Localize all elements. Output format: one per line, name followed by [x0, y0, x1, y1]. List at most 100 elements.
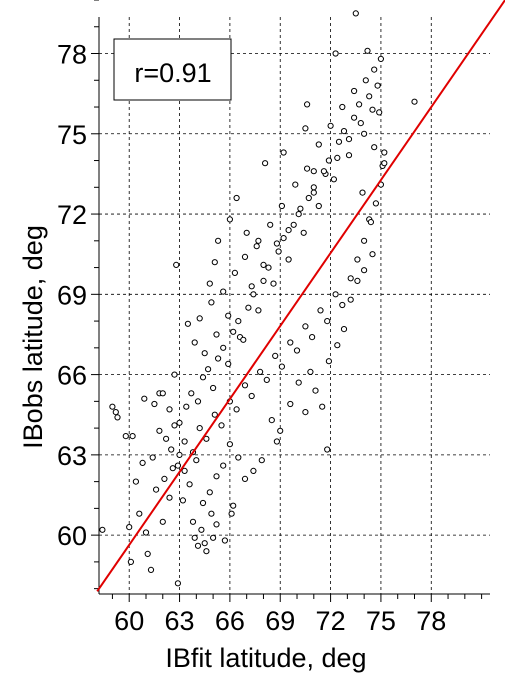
data-point: [201, 350, 208, 357]
y-tick-label: 60: [57, 521, 87, 551]
data-point: [188, 390, 195, 397]
data-point: [196, 425, 203, 432]
y-tick-label: 63: [57, 441, 87, 471]
data-point: [147, 566, 155, 574]
data-point: [199, 499, 207, 507]
data-point: [109, 403, 116, 410]
data-point: [260, 261, 267, 268]
data-point: [142, 529, 150, 536]
data-point: [356, 101, 363, 108]
x-tick-label: 72: [316, 606, 346, 636]
data-point: [203, 548, 210, 555]
data-point: [295, 379, 302, 386]
data-point: [371, 144, 378, 151]
data-point: [206, 280, 213, 287]
data-point: [277, 427, 284, 434]
data-point: [309, 334, 316, 341]
y-tick-label: 75: [57, 120, 87, 150]
data-point: [248, 283, 255, 290]
data-point: [351, 114, 358, 121]
data-point: [213, 521, 220, 528]
data-point: [293, 347, 301, 354]
data-point: [194, 542, 202, 549]
data-point: [332, 50, 339, 57]
data-point: [248, 392, 255, 400]
data-point: [206, 489, 213, 496]
data-point: [191, 534, 198, 541]
data-point: [324, 318, 331, 325]
data-point: [191, 339, 198, 346]
data-point: [235, 318, 242, 325]
data-point: [243, 229, 250, 236]
data-point: [211, 411, 218, 418]
data-point: [361, 130, 368, 137]
data-point: [250, 291, 257, 298]
data-point: [319, 403, 326, 410]
data-point: [275, 248, 282, 255]
data-point: [235, 454, 242, 461]
data-point: [354, 256, 361, 263]
data-point: [297, 205, 304, 212]
data-point: [369, 106, 376, 113]
data-point: [194, 398, 202, 405]
data-point: [357, 120, 364, 127]
data-point: [295, 211, 302, 218]
data-point: [374, 82, 381, 89]
data-point: [332, 291, 339, 298]
data-point: [211, 259, 218, 266]
data-point: [411, 98, 418, 105]
data-point: [327, 122, 334, 129]
data-point: [226, 441, 233, 448]
data-point: [334, 154, 341, 161]
data-point: [334, 342, 341, 349]
data-point: [186, 481, 193, 488]
data-point: [347, 296, 354, 303]
data-point: [268, 417, 275, 424]
axes: [91, 0, 490, 602]
data-point: [208, 510, 215, 517]
x-tick-label: 69: [265, 606, 295, 636]
data-point: [168, 446, 175, 453]
data-point: [340, 128, 348, 135]
data-point: [250, 467, 257, 474]
data-point: [221, 537, 228, 544]
data-point: [218, 422, 225, 429]
data-point: [377, 55, 384, 63]
data-point: [161, 475, 168, 482]
data-point: [151, 400, 158, 408]
data-point: [302, 125, 309, 132]
data-point: [181, 438, 188, 445]
data-point: [285, 227, 292, 234]
data-point: [215, 355, 222, 362]
data-point: [176, 419, 183, 426]
data-point: [310, 184, 317, 191]
data-point: [99, 526, 106, 533]
data-point: [272, 352, 279, 359]
data-point: [122, 433, 129, 440]
data-point: [273, 438, 280, 445]
data-point: [201, 540, 208, 547]
annotation-box: [113, 38, 232, 101]
data-point: [141, 395, 148, 402]
annotation-text: r=0.91: [134, 58, 211, 88]
data-point: [267, 221, 274, 228]
data-point: [317, 307, 324, 314]
data-point: [136, 510, 143, 517]
data-point: [255, 237, 262, 244]
data-point: [312, 387, 319, 394]
data-point: [310, 189, 317, 196]
data-point: [159, 518, 166, 525]
data-point: [381, 149, 388, 156]
data-point: [230, 502, 237, 509]
data-point: [340, 326, 348, 333]
data-point: [241, 475, 249, 482]
data-point: [273, 240, 280, 247]
data-point: [173, 261, 180, 268]
data-point: [233, 406, 240, 413]
data-point: [270, 280, 277, 287]
data-point: [213, 331, 220, 338]
data-point: [129, 433, 136, 440]
data-point: [241, 382, 249, 389]
x-tick-label: 78: [416, 606, 446, 636]
data-point: [361, 237, 368, 244]
